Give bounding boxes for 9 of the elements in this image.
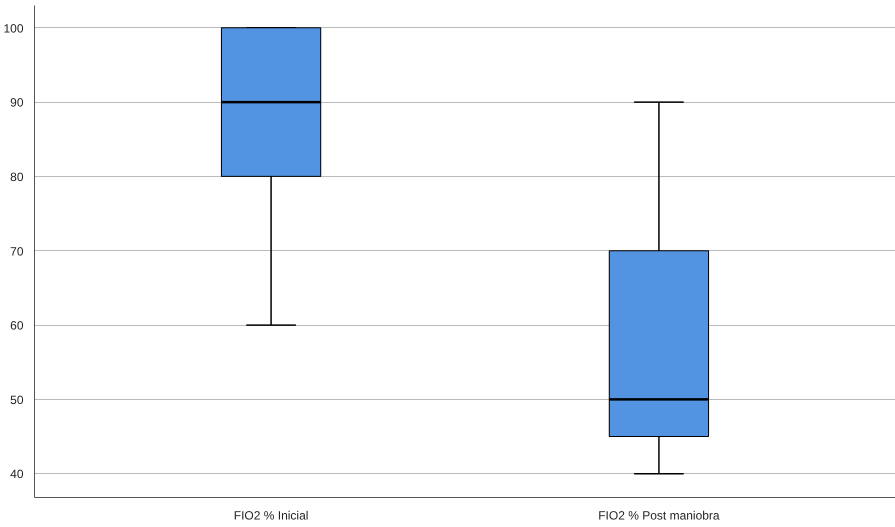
y-tick-label: 90 [10, 96, 24, 110]
y-tick-label: 80 [10, 170, 24, 184]
x-tick-label: FIO2 % Inicial [234, 508, 308, 522]
x-tick-label: FIO2 % Post maniobra [598, 508, 720, 522]
y-tick-label: 40 [10, 467, 24, 482]
y-tick-label: 100 [3, 21, 24, 36]
y-tick-label: 60 [10, 318, 24, 333]
y-tick-label: 70 [10, 244, 24, 258]
y-tick-label: 50 [10, 392, 24, 407]
